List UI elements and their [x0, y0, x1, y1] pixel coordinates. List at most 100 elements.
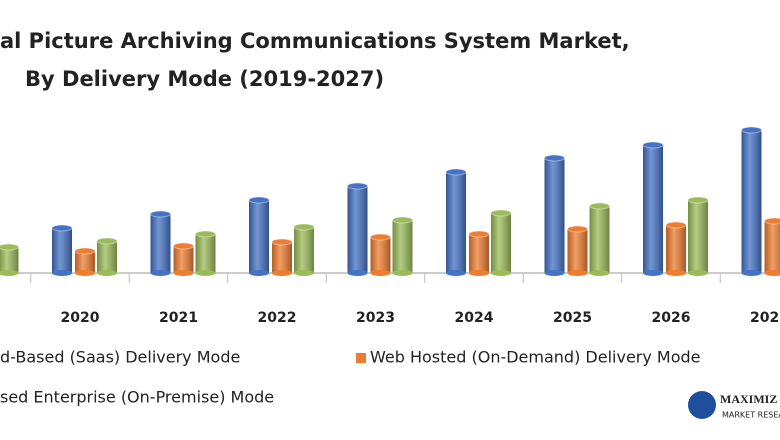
x-tick-label: 2025 — [553, 310, 592, 326]
bar — [665, 221, 687, 276]
bar-cap — [642, 141, 664, 149]
bar — [392, 216, 413, 276]
bar-cap — [764, 217, 780, 225]
legend-label: d-Based (Saas) Delivery Mode — [0, 348, 240, 367]
chart-title: al Picture Archiving Communications Syst… — [0, 29, 630, 53]
bar — [567, 225, 588, 276]
bar-cap — [741, 126, 762, 134]
bar-base — [392, 270, 413, 276]
bar-cap — [665, 221, 687, 229]
bar-cap — [544, 154, 565, 162]
bar-cap — [589, 202, 610, 210]
bar — [490, 209, 512, 276]
legend-label: Web Hosted (On-Demand) Delivery Mode — [370, 348, 701, 367]
legend-swatch — [356, 353, 366, 363]
bar-shade — [764, 221, 780, 273]
logo: MAXIMIZ MARKET RESEA — [688, 391, 780, 420]
bar-cap — [347, 182, 368, 190]
bar-base — [249, 270, 269, 276]
bar-shade — [469, 234, 489, 273]
bar-cap — [490, 209, 512, 217]
bar — [370, 233, 391, 276]
bar-cap — [195, 230, 216, 238]
bar-shade — [97, 241, 117, 273]
bar-base — [491, 270, 511, 276]
bar-base — [347, 270, 368, 276]
bar-shade — [741, 130, 762, 273]
x-tick-label: 2024 — [455, 310, 494, 326]
bar — [293, 223, 315, 276]
bar-shade — [666, 225, 686, 273]
bar-base — [97, 270, 117, 276]
bar — [51, 224, 73, 276]
bar-cap — [248, 196, 270, 204]
x-tick-label: 2020 — [61, 310, 100, 326]
bar-cap — [0, 243, 19, 251]
bar-shade — [392, 220, 413, 273]
x-tick-label: 2027 — [750, 310, 780, 326]
bar-cap — [150, 210, 171, 218]
bar-shade — [567, 229, 588, 273]
bar-cap — [271, 238, 293, 246]
bar — [445, 168, 467, 276]
bar-shade — [544, 158, 565, 273]
bar — [589, 202, 610, 276]
bar-cap — [392, 216, 413, 224]
bar — [347, 182, 368, 276]
bar-base — [150, 270, 171, 276]
bar — [150, 210, 171, 276]
bar-base — [764, 270, 780, 276]
bar — [468, 230, 490, 276]
chart-subtitle: By Delivery Mode (2019-2027) — [25, 67, 384, 91]
bar-base — [370, 270, 391, 276]
bar-cap — [468, 230, 490, 238]
bar-base — [567, 270, 588, 276]
x-tick-label: 2026 — [652, 310, 691, 326]
bar-base — [544, 270, 565, 276]
bar-base — [272, 270, 292, 276]
bar-shade — [294, 227, 314, 273]
bar — [96, 237, 118, 276]
bar-shade — [347, 186, 368, 273]
bar-base — [173, 270, 194, 276]
bar-shade — [150, 214, 171, 273]
bar-cap — [293, 223, 315, 231]
bar-shade — [173, 246, 194, 273]
bar-shade — [688, 200, 708, 273]
bar-base — [469, 270, 489, 276]
bar — [173, 242, 194, 276]
bar — [74, 247, 96, 276]
bar — [248, 196, 270, 276]
bar-base — [75, 270, 95, 276]
bar-shade — [589, 206, 610, 273]
bar — [544, 154, 565, 276]
bar — [764, 217, 780, 276]
bar-base — [643, 270, 663, 276]
bar-shade — [370, 237, 391, 273]
bar-base — [446, 270, 466, 276]
bar-shade — [446, 172, 466, 273]
bar — [271, 238, 293, 276]
bar-base — [294, 270, 314, 276]
bar-shade — [491, 213, 511, 273]
bar-shade — [0, 247, 19, 273]
x-tick-label: 2022 — [258, 310, 297, 326]
bar-base — [741, 270, 762, 276]
x-tick-label: 2023 — [356, 310, 395, 326]
bar-cap — [370, 233, 391, 241]
bar-cap — [687, 196, 709, 204]
bar-shade — [195, 234, 216, 273]
logo-tagline: MARKET RESEA — [722, 411, 780, 420]
bar-shade — [249, 200, 269, 273]
x-tick-label: 2021 — [159, 310, 198, 326]
bar — [687, 196, 709, 276]
legend-label: sed Enterprise (On-Premise) Mode — [0, 388, 274, 407]
bar-shade — [643, 145, 663, 273]
bar-base — [0, 270, 19, 276]
logo-name: MAXIMIZ — [720, 392, 777, 406]
logo-icon — [688, 391, 716, 419]
bar-cap — [96, 237, 118, 245]
bar-cap — [445, 168, 467, 176]
bar — [741, 126, 762, 276]
